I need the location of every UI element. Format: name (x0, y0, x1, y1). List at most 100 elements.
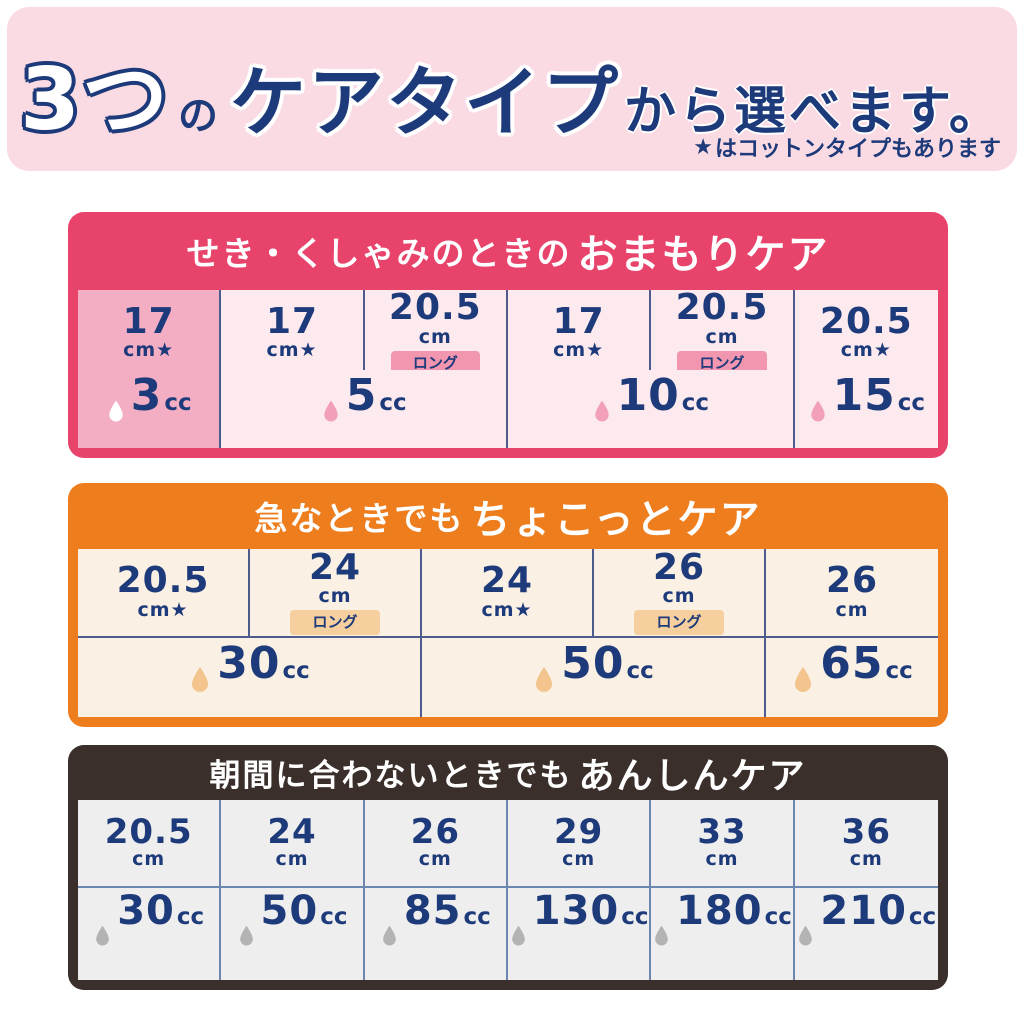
size-unit: cm (418, 848, 452, 871)
section-title-emph: おまもりケア (577, 232, 830, 278)
size-value: 24 (308, 546, 362, 588)
size-value: 26 (825, 560, 879, 602)
size-unit: cm (705, 325, 739, 348)
capacity-cell: 50 cc (221, 888, 365, 980)
capacity-cell: 180 cc (651, 888, 795, 980)
size-value: 24 (267, 811, 317, 852)
size-value: 20.5 (388, 287, 482, 328)
capacity-value: 180 (676, 888, 763, 934)
capacity-unit: cc (621, 904, 649, 930)
capacity-value: 15 (832, 370, 896, 421)
capacity-value: 5 (345, 370, 378, 421)
size-cell: 24 cm ロング (250, 549, 422, 636)
size-cell: 17 cm★ (507, 290, 652, 376)
size-value: 20.5 (675, 287, 769, 328)
capacity-value: 130 (532, 888, 620, 934)
size-value: 24 (480, 560, 534, 602)
section-title-chokotto: 急なときでも ちょこっとケア (78, 483, 938, 549)
capacity-unit: cc (908, 904, 937, 930)
drop-icon (594, 400, 609, 421)
size-value: 26 (410, 811, 460, 852)
capacity-unit: cc (626, 658, 654, 684)
capacity-cell: 130 cc (507, 888, 652, 980)
page-title: 3つ の ケアタイプ から選べます。 (7, 29, 1017, 157)
capacity-value: 30 (117, 888, 175, 934)
drop-icon (383, 925, 396, 946)
capacity-unit: cc (885, 658, 913, 684)
drop-icon (239, 925, 253, 946)
size-value: 33 (697, 811, 747, 852)
title-count: 3つ (20, 50, 171, 150)
capacity-unit: cc (320, 904, 348, 930)
capacity-row: 30 cc 50 cc 85 cc 130 cc 180 cc (78, 888, 938, 980)
size-row: 20.5 cm 24 cm 26 cm 29 cm 33 cm 36 cm (78, 800, 938, 888)
capacity-value: 50 (561, 638, 625, 689)
size-value: 17 (122, 300, 175, 342)
capacity-unit: cc (164, 390, 192, 416)
drop-icon (96, 925, 110, 946)
size-cell: 20.5 cm (78, 800, 222, 886)
size-value: 17 (265, 300, 319, 342)
size-value: 17 (552, 300, 605, 342)
size-unit: cm (275, 848, 309, 871)
care-section-omamori: せき・くしゃみのときの おまもりケア 17 cm★ 17 cm★ 20.5 cm… (68, 212, 948, 458)
size-cell: 26 cm ロング (594, 549, 766, 636)
size-unit: cm (835, 598, 869, 621)
capacity-cell: 50 cc (422, 638, 766, 717)
size-cell: 17 cm★ (221, 290, 365, 376)
size-unit: cm (318, 585, 352, 608)
size-unit: cm★ (123, 339, 175, 362)
drop-icon (536, 666, 553, 692)
size-cell: 24 cm★ (422, 549, 594, 636)
long-badge: ロング (634, 610, 724, 636)
section-title-normal: 朝間に合わないときでも (209, 758, 573, 794)
size-cell: 20.5 cm ロング (364, 287, 508, 376)
title-highlight: ケアタイプ (224, 41, 627, 157)
section-title-omamori: せき・くしゃみのときの おまもりケア (78, 212, 938, 290)
size-cell: 24 cm (221, 800, 365, 886)
title-particle: の (178, 93, 219, 139)
star-icon: ★ (693, 134, 713, 160)
capacity-value: 50 (260, 888, 319, 934)
size-unit: cm (662, 585, 696, 608)
size-value: 20.5 (116, 560, 210, 602)
size-unit: cm★ (266, 339, 318, 362)
drop-icon (109, 400, 123, 421)
capacity-row: 30 cc 50 cc 65 cc (78, 638, 938, 717)
size-unit: cm (132, 848, 166, 871)
drop-icon (795, 666, 812, 692)
cotton-note: ★ はコットンタイプもあります (693, 131, 1001, 163)
capacity-cell: 15 cc (794, 370, 938, 448)
size-cell: 17 cm★ (78, 290, 222, 376)
section-title-normal: せき・くしゃみのときの (186, 234, 572, 273)
size-value: 36 (841, 811, 891, 852)
long-badge: ロング (290, 610, 380, 636)
capacity-value: 85 (403, 888, 462, 934)
size-cell: 20.5 cm★ (78, 549, 250, 636)
drop-icon (810, 400, 825, 421)
section-title-emph: あんしんケア (578, 755, 807, 797)
size-row: 20.5 cm★ 24 cm ロング 24 cm★ 26 cm ロング 26 c… (78, 549, 938, 638)
size-unit: cm (849, 848, 883, 871)
size-unit: cm★ (553, 339, 605, 362)
size-unit: cm (705, 848, 739, 871)
size-unit: cm (562, 848, 596, 871)
size-cell: 20.5 cm★ (794, 290, 938, 376)
care-section-anshin: 朝間に合わないときでも あんしんケア 20.5 cm 24 cm 26 cm 2… (68, 745, 948, 990)
capacity-value: 10 (616, 370, 680, 421)
size-cell: 26 cm (766, 549, 938, 636)
section-title-normal: 急なときでも (254, 499, 465, 538)
capacity-value: 30 (217, 638, 281, 689)
size-unit: cm★ (840, 339, 892, 362)
drop-icon (799, 925, 813, 946)
size-value: 20.5 (104, 811, 193, 852)
capacity-cell: 65 cc (766, 638, 938, 717)
capacity-value: 65 (820, 638, 884, 689)
capacity-cell: 3 cc (78, 370, 222, 448)
section-title-anshin: 朝間に合わないときでも あんしんケア (78, 745, 938, 800)
header-banner: 3つ の ケアタイプ から選べます。 ★ はコットンタイプもあります (7, 7, 1017, 171)
size-unit: cm (418, 325, 452, 348)
size-value: 26 (652, 546, 706, 588)
capacity-unit: cc (764, 904, 792, 930)
